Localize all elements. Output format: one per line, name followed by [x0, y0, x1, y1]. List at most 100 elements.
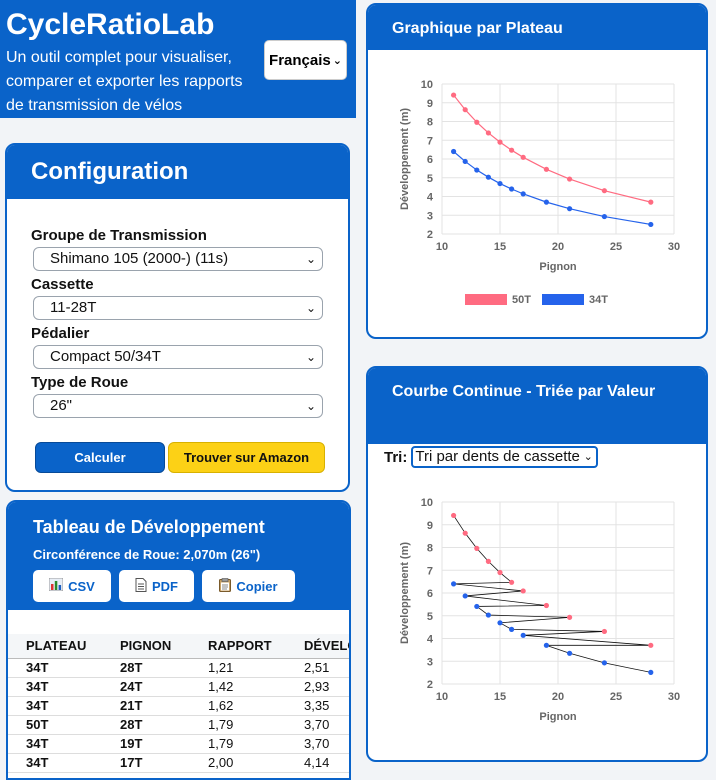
x-tick-label: 10	[436, 691, 448, 703]
legend-label-50T: 50T	[512, 294, 531, 306]
cassette-select[interactable]: 11-28T ⌄	[33, 296, 323, 320]
y-tick-label: 2	[427, 229, 433, 241]
table-header: Tableau de Développement Circonférence d…	[8, 502, 349, 610]
y-tick-label: 3	[427, 656, 433, 668]
wheel-label: Type de Roue	[31, 374, 129, 391]
y-tick-label: 6	[427, 588, 433, 600]
column-header-rapport[interactable]: RAPPORT	[190, 634, 286, 659]
data-point	[520, 632, 526, 638]
chainring-chart: 2 3 4 5 6 7 8 9 10 10 15 20 25 30 Pignon Développement …	[399, 79, 680, 306]
cell-pignon: 28T	[102, 658, 190, 678]
cassette-value: 11-28T	[50, 299, 97, 316]
x-tick-label: 15	[494, 691, 506, 703]
y-tick-label: 4	[427, 634, 434, 646]
y-tick-label: 3	[427, 210, 433, 222]
configuration-panel: Configuration Groupe de Transmission Shi…	[5, 143, 350, 492]
x-tick-label: 30	[668, 691, 680, 703]
y-tick-label: 4	[427, 192, 434, 204]
cell-plateau: 34T	[8, 696, 102, 716]
data-point	[474, 545, 480, 552]
data-point	[543, 199, 549, 205]
chevron-down-icon: ⌄	[583, 451, 593, 463]
column-header-developpement[interactable]: DÉVELO	[286, 634, 349, 659]
data-point	[648, 642, 654, 648]
x-tick-label: 25	[610, 691, 622, 703]
cell-pignon: 21T	[102, 696, 190, 716]
table-row: 34T 24T 1,42 2,93	[8, 677, 349, 697]
table-row: 34T 19T 1,79 3,70	[8, 734, 349, 754]
calculate-button[interactable]: Calculer	[35, 442, 165, 473]
cell-rapport: 1,79	[190, 734, 286, 754]
table-header-row: PLATEAU PIGNON RAPPORT DÉVELO	[8, 634, 349, 659]
cell-rapport: 1,21	[190, 658, 286, 678]
series-line-34T	[453, 151, 651, 226]
y-axis-label: Développement (m)	[399, 108, 411, 210]
y-tick-label: 10	[421, 79, 433, 91]
sort-value: Tri par dents de cassette	[415, 448, 580, 465]
cell-rapport: 1,79	[190, 715, 286, 735]
data-point	[509, 186, 515, 192]
copy-label: Copier	[236, 578, 278, 594]
y-tick-label: 5	[427, 611, 433, 623]
data-point	[497, 620, 503, 626]
cassette-label: Cassette	[31, 276, 94, 293]
cell-pignon: 28T	[102, 715, 190, 735]
export-csv-button[interactable]: CSV	[33, 570, 111, 602]
wheel-select[interactable]: 26" ⌄	[33, 394, 323, 418]
data-point	[567, 176, 573, 182]
table-row: 34T 21T 1,62 3,35	[8, 696, 349, 716]
table-title: Tableau de Développement	[33, 517, 265, 537]
app-title: CycleRatioLab	[6, 8, 215, 41]
y-axis-label: Développement (m)	[399, 542, 411, 644]
y-tick-label: 7	[427, 565, 433, 577]
data-point	[601, 628, 607, 635]
data-point	[520, 154, 526, 160]
clipboard-icon	[219, 577, 232, 595]
language-value: Français	[269, 51, 331, 69]
amazon-button[interactable]: Trouver sur Amazon	[168, 442, 325, 473]
x-tick-label: 15	[494, 241, 506, 253]
cell-rapport: 1,42	[190, 677, 286, 697]
data-point	[543, 166, 549, 172]
development-table: PLATEAU PIGNON RAPPORT DÉVELO 34T 28T 1,…	[8, 634, 349, 773]
data-point	[509, 579, 515, 585]
series-line-50T	[453, 94, 651, 203]
groupset-select[interactable]: Shimano 105 (2000-) (11s) ⌄	[33, 247, 323, 271]
chevron-down-icon: ⌄	[305, 252, 316, 266]
x-tick-label: 10	[436, 241, 448, 253]
export-toolbar: CSV PDF Copier	[33, 570, 295, 602]
data-point	[485, 174, 491, 180]
data-point	[485, 612, 491, 618]
cell-rapport: 1,62	[190, 696, 286, 716]
export-csv-label: CSV	[68, 578, 95, 594]
crankset-select[interactable]: Compact 50/34T ⌄	[33, 345, 323, 369]
data-point	[451, 581, 457, 587]
data-point	[485, 130, 491, 136]
sort-select[interactable]: Tri par dents de cassette ⌄	[411, 446, 598, 468]
cell-pignon: 17T	[102, 753, 190, 773]
export-pdf-button[interactable]: PDF	[119, 570, 194, 602]
groupset-label: Groupe de Transmission	[31, 227, 207, 244]
continuous-line	[453, 515, 651, 673]
data-point	[485, 558, 491, 564]
data-point	[601, 188, 607, 194]
language-select[interactable]: Français ⌄	[264, 40, 347, 80]
x-axis-label: Pignon	[539, 711, 577, 723]
data-point	[497, 569, 503, 576]
bar-chart-icon	[48, 577, 64, 594]
x-tick-label: 25	[610, 241, 622, 253]
data-point	[520, 588, 526, 594]
y-tick-label: 6	[427, 154, 433, 166]
column-header-pignon[interactable]: PIGNON	[102, 634, 190, 659]
cell-plateau: 34T	[8, 658, 102, 678]
data-point	[451, 92, 457, 98]
cell-plateau: 34T	[8, 677, 102, 697]
y-tick-label: 9	[427, 520, 433, 532]
column-header-plateau[interactable]: PLATEAU	[8, 634, 102, 659]
data-point	[543, 642, 549, 648]
x-tick-label: 30	[668, 241, 680, 253]
copy-button[interactable]: Copier	[202, 570, 295, 602]
crankset-label: Pédalier	[31, 325, 90, 342]
y-tick-label: 8	[427, 117, 433, 129]
export-pdf-label: PDF	[152, 578, 178, 594]
